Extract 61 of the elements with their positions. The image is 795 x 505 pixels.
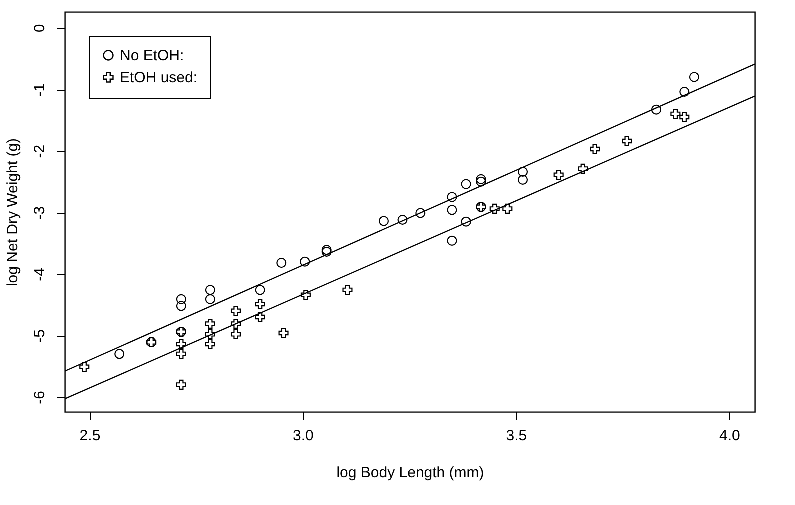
point <box>622 136 632 146</box>
point <box>461 179 472 190</box>
y-tick-label: 0 <box>32 24 48 33</box>
point <box>447 205 458 216</box>
point <box>176 301 186 312</box>
point <box>502 204 513 214</box>
point <box>205 285 216 296</box>
point <box>80 362 90 372</box>
point <box>205 329 216 340</box>
point <box>518 166 528 178</box>
point <box>255 285 266 296</box>
point <box>476 174 486 184</box>
point <box>255 299 266 310</box>
point <box>114 349 125 360</box>
point <box>416 208 426 218</box>
point <box>447 236 458 246</box>
point <box>176 294 186 304</box>
y-tick-label: -1 <box>32 83 48 97</box>
point <box>476 176 486 187</box>
point <box>518 174 528 186</box>
point <box>490 204 500 214</box>
point <box>554 170 564 180</box>
point <box>461 216 472 227</box>
y-tick-label: -4 <box>32 268 48 282</box>
point <box>230 306 242 316</box>
point <box>205 339 216 350</box>
point <box>255 312 266 322</box>
point <box>680 86 690 98</box>
point <box>176 380 186 390</box>
y-tick-label: -3 <box>32 206 48 220</box>
x-tick-label: 4.0 <box>719 428 740 444</box>
x-tick-label: 2.5 <box>80 428 101 444</box>
point <box>378 216 390 226</box>
point <box>670 109 681 120</box>
point <box>578 164 588 174</box>
point <box>300 290 311 300</box>
point <box>205 318 216 330</box>
y-tick-label: -5 <box>32 330 48 343</box>
point <box>651 104 662 115</box>
x-axis-title: log Body Length (mm) <box>336 464 484 482</box>
x-tick-label: 3.5 <box>506 428 528 444</box>
point <box>689 72 700 82</box>
point <box>276 258 287 268</box>
y-tick-label: -2 <box>32 144 48 158</box>
point <box>398 214 408 226</box>
legend-label: EtOH used: <box>120 70 198 86</box>
point <box>230 329 242 340</box>
point <box>680 112 690 122</box>
y-axis-title: log Net Dry Weight (g) <box>4 138 22 287</box>
point <box>205 294 216 304</box>
y-tick-label: -6 <box>32 391 48 404</box>
x-tick-label: 3.0 <box>293 428 314 444</box>
point <box>342 285 353 296</box>
legend-label: No EtOH: <box>120 48 184 64</box>
point <box>230 318 242 330</box>
point <box>176 349 186 360</box>
point <box>176 339 186 350</box>
point <box>447 192 458 202</box>
point <box>278 328 289 338</box>
point <box>590 144 600 154</box>
point <box>300 256 310 267</box>
